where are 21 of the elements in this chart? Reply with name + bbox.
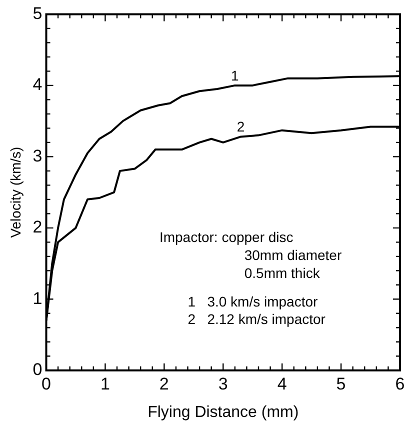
x-tick-label: 5 — [336, 374, 346, 394]
annotation: 2 2.12 km/s impactor — [188, 311, 326, 328]
y-tick-label: 2 — [32, 218, 42, 237]
annotation: 0.5mm thick — [244, 264, 321, 281]
x-axis-title: Flying Distance (mm) — [148, 404, 299, 421]
x-tick-label: 2 — [159, 374, 169, 394]
x-tick-label: 3 — [218, 374, 228, 394]
y-tick-label: 5 — [32, 4, 42, 23]
annotation: 2 — [236, 118, 245, 135]
y-tick-label: 4 — [32, 75, 42, 94]
y-tick-label: 3 — [32, 146, 42, 166]
y-tick-label: 1 — [32, 288, 42, 308]
annotation: 1 3.0 km/s impactor — [188, 293, 318, 310]
y-tick-label: 0 — [32, 360, 42, 380]
annotation: 1 — [231, 67, 240, 84]
x-tick-label: 6 — [395, 374, 405, 394]
y-axis-title: Velocity (km/s) — [7, 146, 24, 238]
x-tick-label: 4 — [277, 374, 287, 394]
annotation: Impactor: copper disc — [159, 229, 294, 246]
x-tick-label: 1 — [100, 374, 110, 394]
annotation: 30mm diameter — [244, 246, 342, 263]
